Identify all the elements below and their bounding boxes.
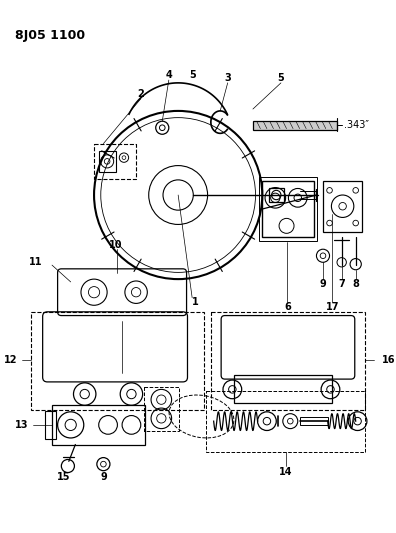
Text: 7: 7 (338, 279, 345, 289)
Bar (300, 417, 327, 425)
Text: 14: 14 (279, 466, 292, 477)
Bar (44, 411, 56, 439)
Bar (144, 386, 179, 431)
Bar (211, 312, 365, 410)
Bar (269, 189, 284, 201)
Bar (234, 375, 332, 403)
Bar (323, 181, 362, 232)
Bar (99, 151, 116, 172)
Text: 16: 16 (382, 356, 395, 366)
Text: 5: 5 (189, 70, 196, 80)
Text: 9: 9 (100, 472, 107, 482)
Text: 12: 12 (4, 356, 17, 366)
Text: 6: 6 (284, 302, 291, 312)
Bar (253, 121, 337, 130)
Bar (94, 143, 136, 179)
Text: 10: 10 (109, 239, 122, 249)
Bar (206, 391, 365, 452)
Bar (262, 181, 314, 237)
Text: 11: 11 (29, 257, 43, 267)
Bar (31, 312, 204, 410)
Bar (52, 405, 145, 445)
Bar (259, 177, 317, 241)
Text: 4: 4 (166, 70, 172, 80)
Text: 3: 3 (224, 73, 231, 83)
Text: 15: 15 (57, 472, 70, 482)
Text: 1: 1 (192, 297, 198, 308)
Text: 17: 17 (326, 302, 339, 312)
Text: 8: 8 (352, 279, 359, 289)
Text: 9: 9 (320, 279, 326, 289)
Text: 13: 13 (15, 420, 29, 430)
Text: 2: 2 (137, 89, 144, 99)
Text: .343″: .343″ (345, 120, 369, 130)
Text: 8J05 1100: 8J05 1100 (15, 29, 85, 42)
Text: 5: 5 (278, 73, 284, 83)
